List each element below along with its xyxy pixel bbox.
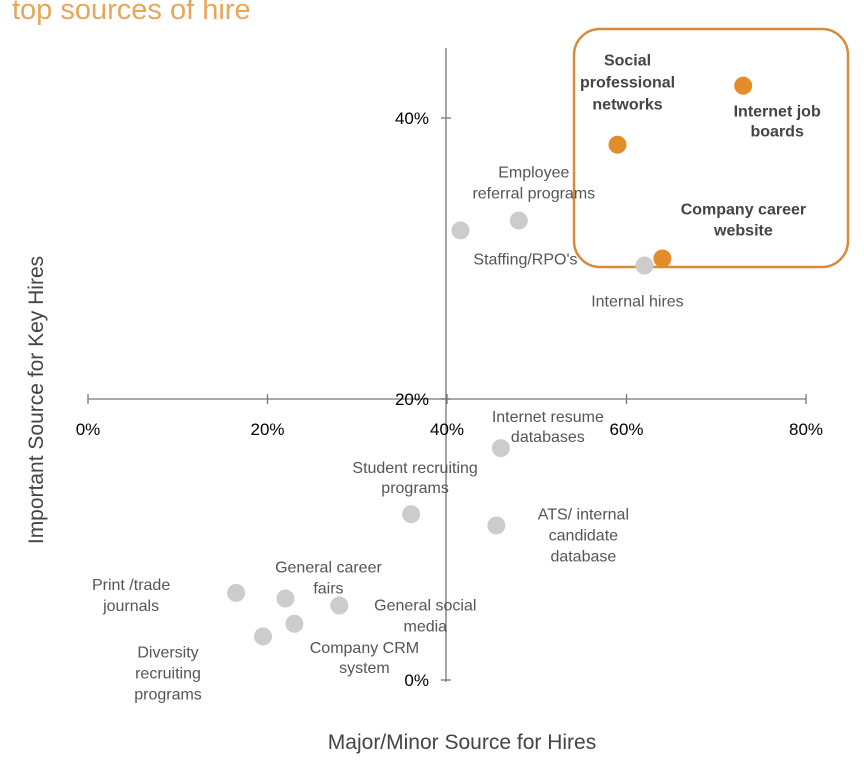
- label-line: system: [339, 660, 390, 677]
- label-line: media: [404, 619, 448, 636]
- axes: 0% 20% 40% 60% 80%0%20%40%: [76, 48, 823, 690]
- point-company-career-website: [653, 249, 672, 268]
- x-axis-label: Major/Minor Source for Hires: [328, 731, 596, 754]
- label-ats-internal-candidate-database: ATS/ internal candidate database: [538, 506, 629, 565]
- x-tick-label: 60%: [609, 420, 643, 439]
- label-line: candidate: [549, 527, 618, 544]
- label-line: journals: [102, 598, 159, 615]
- label-line: General social: [374, 598, 476, 615]
- point-social-professional-networks: [608, 135, 627, 154]
- point-general-career-fairs: [276, 589, 295, 608]
- point-print-trade-journals: [227, 583, 246, 602]
- point-ats-internal-candidate-database: [487, 516, 506, 535]
- label-social-professional-networks: Social professional networks: [580, 53, 675, 114]
- label-internet-resume-databases: Internet resume databases: [492, 409, 604, 446]
- label-line: Internal hires: [591, 294, 684, 311]
- label-line: Employee: [498, 165, 569, 182]
- x-tick-label: 80%: [789, 420, 823, 439]
- label-line: professional: [580, 75, 675, 92]
- label-line: fairs: [313, 581, 343, 598]
- point-internet-job-boards: [734, 76, 753, 95]
- point-employee-referral-programs: [509, 211, 528, 230]
- point-diversity-recruiting-programs: [254, 627, 273, 646]
- point-internal-hires: [635, 256, 654, 275]
- label-line: networks: [592, 97, 662, 114]
- highlight-box: [572, 27, 850, 269]
- label-print-trade-journals: Print /trade journals: [92, 577, 170, 615]
- label-line: Print /trade: [92, 577, 170, 594]
- y-tick-label: 40%: [395, 109, 429, 128]
- y-axis-label: Important Source for Key Hires: [25, 256, 48, 544]
- label-line: Staffing/RPO's: [473, 251, 577, 268]
- label-line: programs: [381, 480, 449, 497]
- label-internet-job-boards: Internet job boards: [734, 104, 821, 141]
- label-line: Internet resume: [492, 409, 604, 426]
- label-diversity-recruiting-programs: Diversity recruiting programs: [134, 644, 202, 703]
- label-line: Company CRM: [310, 640, 419, 657]
- label-line: Company career: [681, 202, 806, 219]
- label-company-career-website: Company career website: [681, 202, 806, 240]
- point-company-crm-system: [285, 614, 304, 633]
- y-tick-label: 20%: [395, 390, 429, 409]
- label-employee-referral-programs: Employee referral programs: [472, 165, 595, 203]
- label-staffing-rpo-s: Staffing/RPO's: [473, 251, 577, 268]
- label-line: website: [713, 223, 773, 240]
- label-company-crm-system: Company CRM system: [310, 640, 419, 677]
- label-line: Internet job: [734, 104, 821, 121]
- label-line: databases: [511, 429, 585, 446]
- y-tick-label: 0%: [404, 671, 429, 690]
- point-internet-resume-databases: [491, 439, 510, 458]
- label-line: boards: [751, 124, 804, 141]
- highlight-box-layer: [572, 27, 850, 269]
- chart-title: top sources of hire: [12, 0, 251, 26]
- point-staffing-rpo-s: [451, 221, 470, 240]
- point-student-recruiting-programs: [402, 505, 421, 524]
- label-line: Diversity: [137, 644, 198, 661]
- x-tick-label: 20%: [250, 420, 284, 439]
- label-line: Social: [604, 53, 651, 70]
- label-line: ATS/ internal: [538, 506, 629, 523]
- point-general-social-media: [330, 596, 349, 615]
- label-general-career-fairs: General career fairs: [275, 560, 382, 598]
- x-tick-label: 0%: [76, 420, 101, 439]
- labels-layer: Internet job boards Social professional netw…: [92, 53, 821, 704]
- label-line: database: [550, 548, 616, 565]
- label-line: General career: [275, 560, 382, 577]
- label-student-recruiting-programs: Student recruiting programs: [352, 460, 477, 497]
- x-tick-label: 40%: [430, 420, 464, 439]
- label-line: referral programs: [472, 186, 595, 203]
- label-general-social-media: General social media: [374, 598, 476, 636]
- label-line: programs: [134, 686, 202, 703]
- label-internal-hires: Internal hires: [591, 294, 684, 311]
- points-layer: [227, 76, 753, 646]
- label-line: Student recruiting: [352, 460, 477, 477]
- label-line: recruiting: [135, 665, 201, 682]
